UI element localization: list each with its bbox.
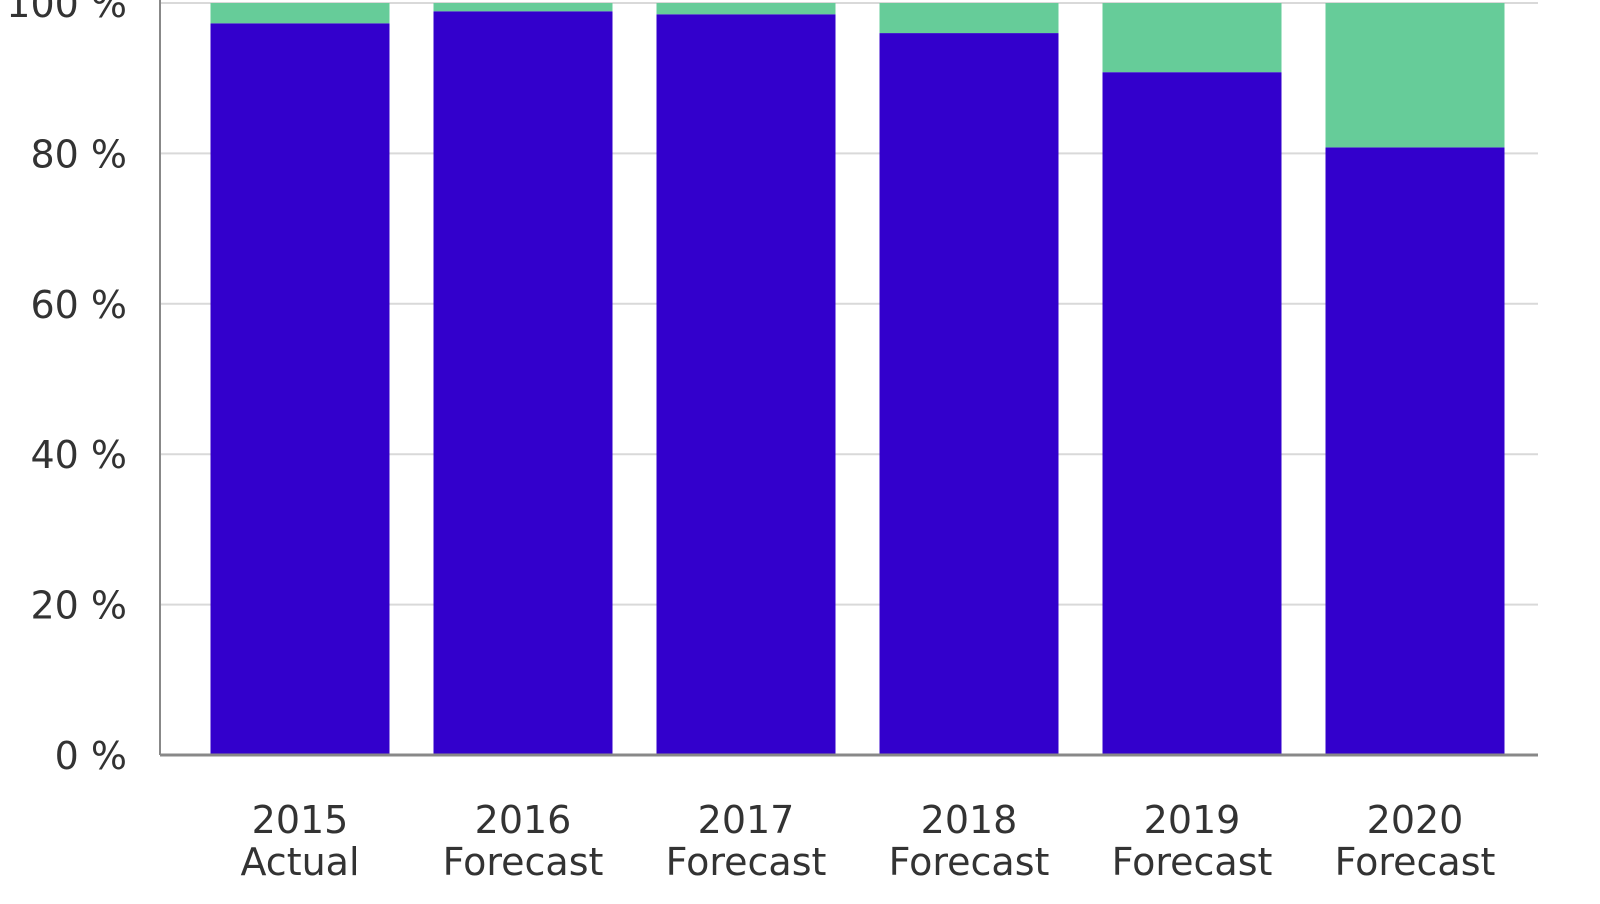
- axes: [159, 0, 1538, 757]
- x-tick-labels: 2015Actual2016Forecast2017Forecast2018Fo…: [240, 798, 1495, 884]
- x-tick-label: Forecast: [1112, 840, 1273, 884]
- x-tick-label: Forecast: [443, 840, 604, 884]
- bar-segment-primary: [210, 23, 390, 755]
- bar-segment-primary: [656, 14, 836, 755]
- x-tick-label: Forecast: [889, 840, 1050, 884]
- bar-segment-primary: [879, 33, 1059, 755]
- bar-segment-primary: [433, 11, 613, 756]
- bar-segment-secondary: [879, 3, 1059, 34]
- x-tick-label: 2018: [921, 798, 1018, 842]
- y-tick-labels: 0 % 20 % 40 % 60 % 80 % 100 %: [6, 0, 127, 778]
- x-tick-label: 2019: [1144, 798, 1241, 842]
- x-tick-label: Forecast: [666, 840, 827, 884]
- y-tick-label: 0 %: [55, 734, 127, 778]
- x-tick-label: 2016: [475, 798, 572, 842]
- bar-segment-secondary: [210, 3, 390, 24]
- y-tick-label: 100 %: [6, 0, 127, 26]
- x-tick-label: 2017: [698, 798, 795, 842]
- bar-segment-secondary: [1102, 3, 1282, 73]
- y-tick-label: 60 %: [30, 283, 127, 327]
- x-tick-label: 2020: [1367, 798, 1464, 842]
- y-tick-label: 80 %: [30, 132, 127, 176]
- x-tick-label: Forecast: [1335, 840, 1496, 884]
- y-tick-label: 40 %: [30, 433, 127, 477]
- bar-segment-primary: [1102, 72, 1282, 755]
- bar-segment-primary: [1325, 147, 1505, 755]
- y-tick-label: 20 %: [30, 584, 127, 628]
- gridlines: [160, 2, 1538, 606]
- x-tick-label: Actual: [240, 840, 359, 884]
- bars: [210, 3, 1505, 756]
- bar-segment-secondary: [1325, 3, 1505, 148]
- bar-segment-secondary: [433, 3, 613, 12]
- x-tick-label: 2015: [252, 798, 349, 842]
- bar-segment-secondary: [656, 3, 836, 15]
